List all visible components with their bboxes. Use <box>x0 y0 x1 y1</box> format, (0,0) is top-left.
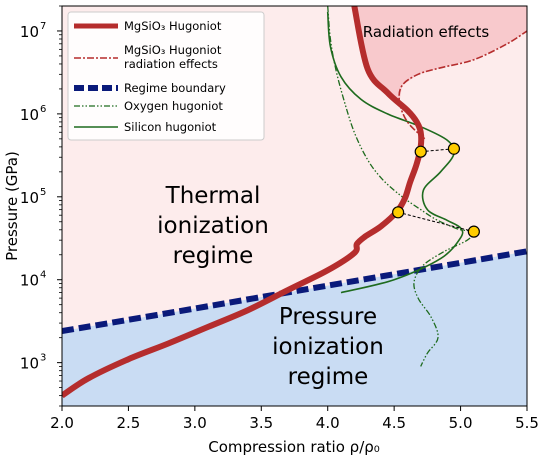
x-tick-label-1: 2.5 <box>116 414 140 432</box>
y-tick-label-4: 10 <box>20 23 39 41</box>
pressure-label-line-3: regime <box>288 364 369 390</box>
y-tick-label-1: 10 <box>20 272 39 290</box>
x-tick-label-5: 4.5 <box>382 414 406 432</box>
pressure-label-line-2: ionization <box>272 334 384 360</box>
thermal-label-line-3: regime <box>173 243 254 269</box>
plot-frame <box>61 5 528 407</box>
x-axis-title: Compression ratio ρ/ρ₀ <box>208 438 380 456</box>
y-tick-exponent-3: 6 <box>40 104 46 115</box>
x-tick-label-7: 5.5 <box>515 414 539 432</box>
y-tick-exponent-1: 4 <box>40 270 46 281</box>
y-tick-label-3: 10 <box>20 106 39 124</box>
legend-label-silicon: Silicon hugoniot <box>124 120 217 134</box>
hugoniot-line <box>62 6 425 399</box>
x-tick-label-0: 2.0 <box>50 414 74 432</box>
y-tick-label-0: 10 <box>20 355 39 373</box>
regime-boundary-line <box>62 248 527 335</box>
x-axis: 2.0 2.5 3.0 3.5 4.0 4.5 5.0 5.5 <box>50 406 539 432</box>
data-marker-1 <box>447 142 461 155</box>
thermal-regime-label: Thermal ionization regime <box>157 183 269 269</box>
radiation-effects-label: Radiation effects <box>363 23 490 41</box>
legend-label-hugoniot-radiation-2: radiation effects <box>124 57 218 71</box>
x-tick-label-2: 3.0 <box>183 414 207 432</box>
legend-label-hugoniot-radiation: MgSiO₃ Hugoniot <box>124 43 222 57</box>
legend-label-hugoniot: MgSiO₃ Hugoniot <box>124 19 222 33</box>
data-marker-3 <box>467 225 480 238</box>
y-tick-exponent-0: 3 <box>40 353 46 364</box>
x-tick-label-6: 5.0 <box>449 414 473 432</box>
legend-label-regime-boundary: Regime boundary <box>124 81 226 95</box>
radiation-region <box>354 6 527 111</box>
hugoniot-radiation-line <box>398 30 527 140</box>
thermal-label-line-2: ionization <box>157 213 269 239</box>
marker-layer <box>392 142 480 238</box>
y-tick-exponent-4: 7 <box>40 21 46 32</box>
data-marker-0 <box>414 145 427 158</box>
silicon-hugoniot-line <box>326 11 464 294</box>
y-tick-label-2: 10 <box>20 189 39 207</box>
pressure-label-line-1: Pressure <box>279 304 377 330</box>
data-marker-2 <box>392 206 405 219</box>
plot-area <box>62 6 527 406</box>
thermal-label-line-1: Thermal <box>165 183 261 209</box>
x-tick-label-3: 3.5 <box>249 414 273 432</box>
legend: MgSiO₃ Hugoniot MgSiO₃ Hugoniot radiatio… <box>67 11 265 141</box>
pressure-regime-label: Pressure ionization regime <box>272 304 384 390</box>
x-tick-label-4: 4.0 <box>316 414 340 432</box>
tie-line-1 <box>398 211 474 233</box>
y-tick-exponent-2: 5 <box>40 187 46 198</box>
y-axis-title: Pressure (GPa) <box>3 151 21 261</box>
legend-frame <box>67 11 265 141</box>
pressure-region <box>62 251 527 406</box>
legend-label-oxygen: Oxygen hugoniot <box>124 99 223 113</box>
